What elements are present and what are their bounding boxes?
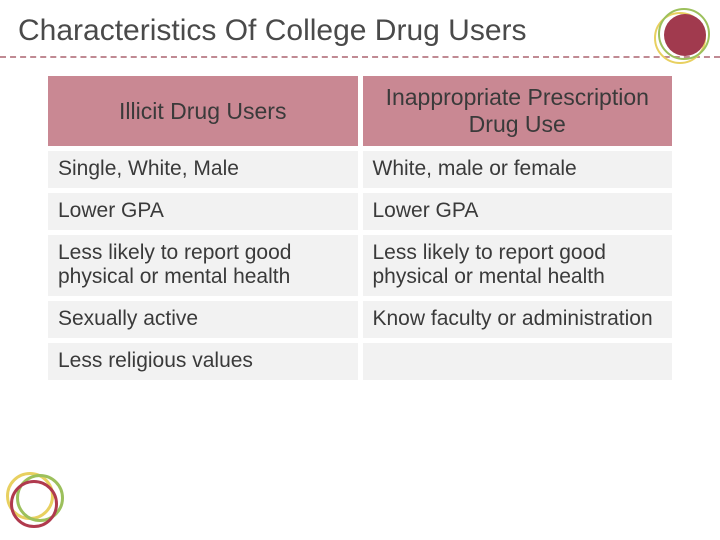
cell: White, male or female (362, 150, 674, 189)
table-row: Sexually active Know faculty or administ… (47, 300, 673, 339)
cell: Less religious values (47, 342, 359, 381)
cell: Sexually active (47, 300, 359, 339)
table-row: Less religious values (47, 342, 673, 381)
cell: Lower GPA (47, 192, 359, 231)
cell: Lower GPA (362, 192, 674, 231)
column-header-prescription: Inappropriate Prescription Drug Use (362, 75, 674, 147)
cell: Single, White, Male (47, 150, 359, 189)
divider-dashed (0, 56, 720, 58)
table-row: Single, White, Male White, male or femal… (47, 150, 673, 189)
comparison-table-wrap: Illicit Drug Users Inappropriate Prescri… (0, 72, 720, 384)
table-row: Lower GPA Lower GPA (47, 192, 673, 231)
cell: Know faculty or administration (362, 300, 674, 339)
column-header-illicit: Illicit Drug Users (47, 75, 359, 147)
page-title: Characteristics Of College Drug Users (18, 14, 702, 48)
cell: Less likely to report good physical or m… (47, 234, 359, 298)
bottom-decoration (6, 470, 70, 534)
comparison-table: Illicit Drug Users Inappropriate Prescri… (44, 72, 676, 384)
cell-empty (362, 342, 674, 381)
title-row: Characteristics Of College Drug Users (0, 0, 720, 56)
cell: Less likely to report good physical or m… (362, 234, 674, 298)
table-row: Less likely to report good physical or m… (47, 234, 673, 298)
corner-decoration (654, 6, 712, 64)
